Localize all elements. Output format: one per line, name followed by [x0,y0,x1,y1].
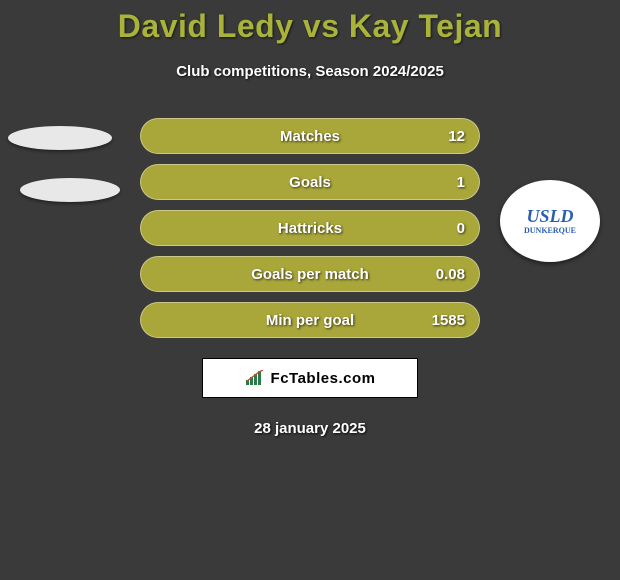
stat-value-right: 1585 [432,312,465,329]
branding-chart-icon [245,370,265,386]
stat-value-right: 0.08 [436,266,465,283]
stat-label: Goals [289,174,331,191]
stat-bar: Goals 1 [140,164,480,200]
stat-value-right: 1 [457,174,465,191]
stat-bar: Matches 12 [140,118,480,154]
stat-label: Matches [280,128,340,145]
decor-ellipse-left [20,178,120,202]
stat-label: Hattricks [278,220,342,237]
subtitle: Club competitions, Season 2024/2025 [0,63,620,80]
footer-date: 28 january 2025 [0,420,620,437]
decor-ellipse-left [8,126,112,150]
stat-bar: Hattricks 0 [140,210,480,246]
branding-text: FcTables.com [271,370,376,387]
stat-value-right: 0 [457,220,465,237]
stat-label: Goals per match [251,266,369,283]
stat-row: Goals per match 0.08 [0,256,620,292]
club-badge-right: USLD DUNKERQUE [500,180,600,262]
stat-row: Min per goal 1585 [0,302,620,338]
stat-bar: Goals per match 0.08 [140,256,480,292]
stat-value-right: 12 [448,128,465,145]
stat-label: Min per goal [266,312,354,329]
page-title: David Ledy vs Kay Tejan [0,0,620,45]
stat-bar: Min per goal 1585 [140,302,480,338]
club-logo-right: USLD DUNKERQUE [524,208,576,233]
branding-box: FcTables.com [202,358,418,398]
club-logo-main: USLD [526,206,573,226]
club-logo-sub: DUNKERQUE [524,227,576,234]
